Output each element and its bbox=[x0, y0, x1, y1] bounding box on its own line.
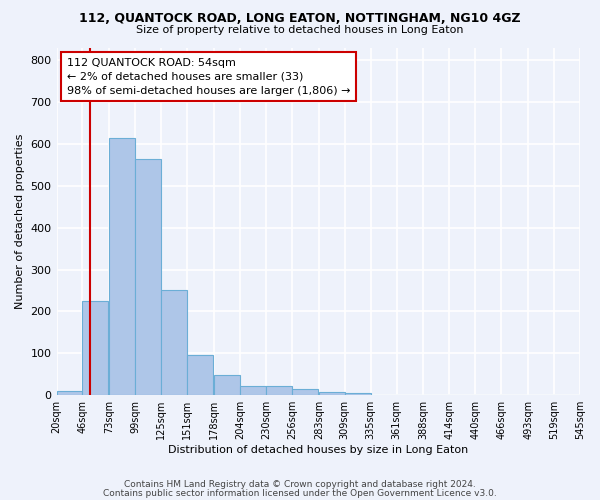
Bar bbox=[161, 290, 187, 395]
Bar bbox=[214, 375, 240, 395]
Text: 112, QUANTOCK ROAD, LONG EATON, NOTTINGHAM, NG10 4GZ: 112, QUANTOCK ROAD, LONG EATON, NOTTINGH… bbox=[79, 12, 521, 26]
Y-axis label: Number of detached properties: Number of detached properties bbox=[15, 134, 25, 309]
Bar bbox=[344, 392, 371, 395]
Bar bbox=[240, 386, 266, 395]
X-axis label: Distribution of detached houses by size in Long Eaton: Distribution of detached houses by size … bbox=[168, 445, 469, 455]
Bar bbox=[56, 391, 82, 395]
Text: Contains public sector information licensed under the Open Government Licence v3: Contains public sector information licen… bbox=[103, 488, 497, 498]
Bar bbox=[82, 301, 109, 395]
Bar bbox=[266, 386, 292, 395]
Text: 112 QUANTOCK ROAD: 54sqm
← 2% of detached houses are smaller (33)
98% of semi-de: 112 QUANTOCK ROAD: 54sqm ← 2% of detache… bbox=[67, 58, 350, 96]
Text: Size of property relative to detached houses in Long Eaton: Size of property relative to detached ho… bbox=[136, 25, 464, 35]
Bar bbox=[109, 138, 136, 395]
Bar bbox=[292, 389, 318, 395]
Text: Contains HM Land Registry data © Crown copyright and database right 2024.: Contains HM Land Registry data © Crown c… bbox=[124, 480, 476, 489]
Bar bbox=[187, 354, 213, 395]
Bar bbox=[319, 392, 344, 395]
Bar bbox=[136, 160, 161, 395]
